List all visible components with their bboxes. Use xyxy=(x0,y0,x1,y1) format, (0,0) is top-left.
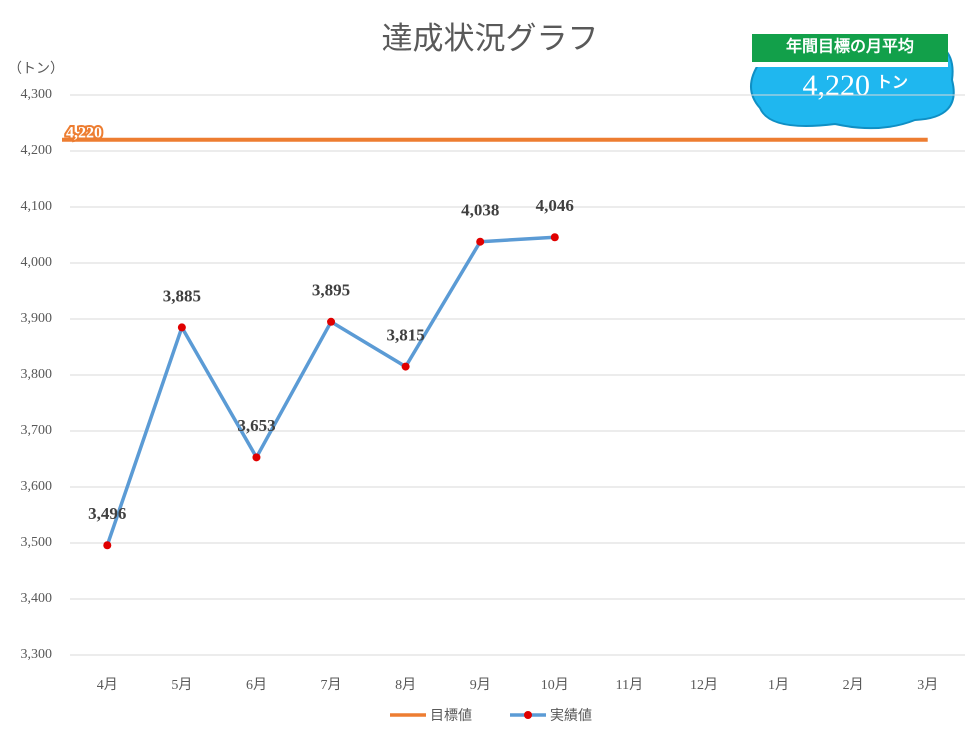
x-tick-label: 3月 xyxy=(917,677,938,693)
y-tick-label: 3,400 xyxy=(21,591,53,606)
badge-title: 年間目標の月平均 xyxy=(786,37,914,56)
x-tick-label: 9月 xyxy=(470,677,491,693)
x-tick-label: 4月 xyxy=(97,677,118,693)
data-label: 4,220 xyxy=(66,124,102,141)
marker xyxy=(103,541,112,550)
badge: 年間目標の月平均 4,220 トン xyxy=(750,34,955,130)
y-tick-label: 3,300 xyxy=(21,647,53,662)
x-tick-label: 7月 xyxy=(321,677,342,693)
marker xyxy=(550,233,559,242)
data-label: 4,038 xyxy=(461,201,499,220)
y-tick-label: 3,800 xyxy=(21,367,53,382)
legend-label: 目標値 xyxy=(430,708,472,724)
y-tick-label: 3,700 xyxy=(21,423,53,438)
data-label: 4,046 xyxy=(536,196,574,215)
y-tick-label: 4,000 xyxy=(21,255,53,270)
y-tick-label: 3,600 xyxy=(21,479,53,494)
x-tick-label: 2月 xyxy=(843,677,864,693)
marker xyxy=(177,323,186,332)
marker xyxy=(476,237,485,246)
y-tick-label: 3,900 xyxy=(21,311,53,326)
badge-banner xyxy=(752,34,948,62)
y-tick-label: 4,100 xyxy=(21,199,53,214)
x-tick-label: 1月 xyxy=(768,677,789,693)
data-label: 3,885 xyxy=(163,286,201,305)
data-label: 3,496 xyxy=(88,504,126,523)
chart-title: 達成状況グラフ xyxy=(382,21,599,56)
badge-value: 4,220 xyxy=(803,69,871,102)
y-tick-label: 4,200 xyxy=(21,143,53,158)
data-label: 3,815 xyxy=(387,326,425,345)
x-tick-label: 6月 xyxy=(246,677,267,693)
badge-unit: トン xyxy=(876,75,908,92)
x-tick-label: 12月 xyxy=(690,677,718,693)
x-tick-label: 5月 xyxy=(171,677,192,693)
x-tick-label: 11月 xyxy=(616,677,643,693)
y-tick-label: 4,300 xyxy=(21,87,53,102)
marker xyxy=(401,362,410,371)
marker xyxy=(252,453,261,462)
badge-stripe xyxy=(752,62,948,67)
data-label: 3,895 xyxy=(312,281,350,300)
x-tick-label: 8月 xyxy=(395,677,416,693)
x-tick-label: 10月 xyxy=(541,677,569,693)
marker xyxy=(327,317,336,326)
legend-label: 実績値 xyxy=(550,708,592,724)
data-label: 3,653 xyxy=(237,416,275,435)
legend-marker xyxy=(524,711,532,719)
y-tick-label: 3,500 xyxy=(21,535,53,550)
y-axis-label: （トン） xyxy=(8,61,64,77)
